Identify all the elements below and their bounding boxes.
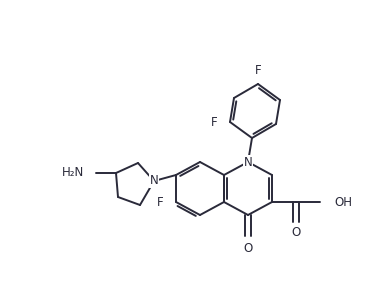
- Text: H₂N: H₂N: [62, 166, 84, 179]
- Text: F: F: [211, 115, 217, 128]
- Text: N: N: [150, 175, 158, 187]
- Text: F: F: [255, 64, 261, 76]
- Text: O: O: [291, 226, 301, 239]
- Text: O: O: [244, 242, 252, 255]
- Text: OH: OH: [334, 195, 352, 208]
- Text: N: N: [244, 155, 252, 168]
- Text: F: F: [157, 195, 163, 208]
